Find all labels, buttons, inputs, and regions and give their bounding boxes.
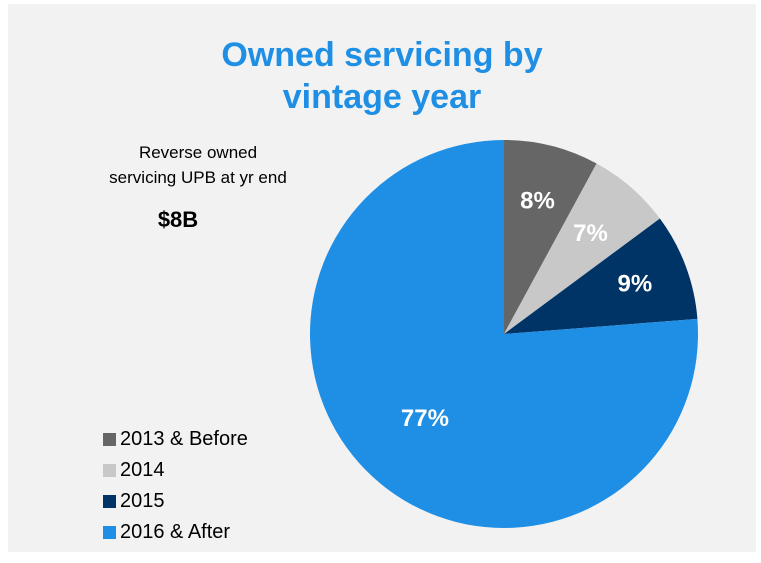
legend-swatch-2014 bbox=[103, 464, 116, 477]
pie-slices bbox=[310, 140, 698, 529]
pie-slice-2016-after bbox=[310, 140, 698, 529]
chart-title: Owned servicing by vintage year bbox=[8, 34, 756, 118]
upb-annotation-value: $8B bbox=[157, 207, 199, 232]
pie-label-2014: 7% bbox=[573, 220, 608, 247]
upb-annotation-label: Reverse owned servicing UPB at yr end bbox=[68, 140, 328, 190]
pie-label-2016-after: 77% bbox=[401, 405, 449, 432]
pie-slice-2014 bbox=[504, 163, 660, 334]
legend-item-2013-before: 2013 & Before bbox=[103, 424, 248, 455]
pie-label-2013-before: 8% bbox=[520, 188, 555, 215]
pie-slice-2013-before bbox=[504, 140, 597, 334]
chart-title-line-1: Owned servicing by bbox=[221, 36, 543, 74]
legend-swatch-2015 bbox=[103, 495, 116, 508]
chart-panel: Owned servicing by vintage year Reverse … bbox=[8, 4, 756, 552]
chart-title-line-2: vintage year bbox=[282, 78, 482, 116]
legend-label-2014: 2014 bbox=[120, 459, 165, 481]
chart-legend: 2013 & Before 2014 2015 2016 & After bbox=[103, 424, 248, 548]
upb-label-line-1: Reverse owned bbox=[138, 143, 258, 162]
legend-label-2013-before: 2013 & Before bbox=[120, 428, 248, 450]
pie-slice-2015 bbox=[504, 218, 698, 334]
pie-chart: 8% 7% 9% 77% bbox=[310, 140, 698, 529]
legend-item-2014: 2014 bbox=[103, 455, 248, 486]
legend-swatch-2016-after bbox=[103, 526, 116, 539]
legend-label-2015: 2015 bbox=[120, 490, 165, 512]
pie-label-2015: 9% bbox=[617, 270, 652, 297]
legend-item-2016-after: 2016 & After bbox=[103, 517, 248, 548]
legend-label-2016-after: 2016 & After bbox=[120, 521, 231, 543]
legend-swatch-2013-before bbox=[103, 433, 116, 446]
legend-item-2015: 2015 bbox=[103, 486, 248, 517]
upb-label-line-2: servicing UPB at yr end bbox=[109, 168, 287, 187]
pie-data-labels: 8% 7% 9% 77% bbox=[401, 188, 652, 432]
